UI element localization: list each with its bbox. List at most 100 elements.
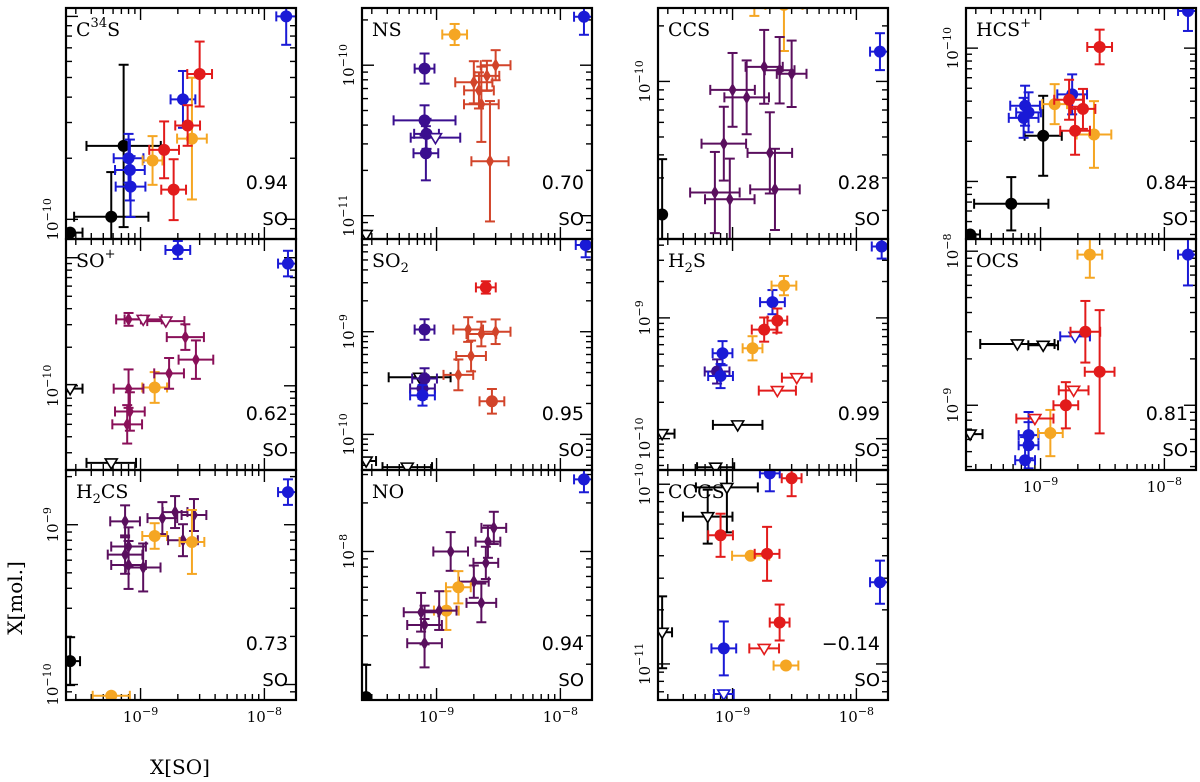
data-point: [66, 226, 84, 239]
x-tick-label: 10−8: [247, 705, 282, 726]
data-point: [1015, 413, 1055, 427]
x-tick-label: 10−9: [1023, 475, 1058, 496]
data-point: [780, 470, 803, 498]
correlation-coefficient: −0.14: [822, 633, 880, 655]
data-point: [712, 689, 735, 700]
data-point: [1086, 28, 1114, 66]
panel-frame: [64, 6, 298, 241]
data-point: [165, 323, 205, 351]
panel-points: [66, 8, 296, 239]
reference-species-label: SO: [262, 670, 288, 691]
y-axis-label: X[mol.]: [3, 561, 27, 635]
data-point: [870, 239, 888, 260]
data-point: [746, 111, 794, 195]
data-point: [1027, 340, 1060, 353]
panel-frame: [656, 468, 890, 702]
y-tick-label: 10−10: [633, 60, 654, 102]
panel-frame: [360, 468, 594, 702]
data-point: [711, 419, 764, 433]
data-point: [441, 22, 469, 47]
data-point: [766, 307, 789, 334]
y-tick-label: 10−10: [337, 413, 358, 455]
y-tick-label: 10−11: [633, 643, 654, 685]
data-point: [111, 404, 144, 445]
data-point: [480, 510, 508, 546]
y-tick-label: 10−10: [41, 198, 62, 240]
data-point: [474, 280, 497, 295]
panel-points: [966, 239, 1196, 470]
panel-no: 10−8 10−9 10−8 NO 0.94 SO: [337, 468, 594, 726]
data-point: [454, 60, 494, 105]
x-tick-label: 10−9: [715, 705, 750, 726]
y-tick-label: 10−9: [41, 507, 62, 542]
panel-hcs: 10−10 HCS+ 0.84 SO: [941, 6, 1198, 241]
panel-ocs: 10−8 10−9 10−9 10−8 OCS 0.81 SO: [941, 234, 1198, 496]
data-point: [1177, 8, 1196, 32]
data-point: [109, 504, 141, 539]
data-point: [479, 318, 512, 346]
data-point: [167, 523, 199, 558]
data-point: [432, 531, 470, 572]
data-point: [112, 368, 145, 409]
data-point: [1007, 96, 1040, 139]
molecule-label: H2CS: [76, 481, 128, 507]
reference-species-label: SO: [854, 440, 880, 461]
data-point: [869, 559, 888, 605]
data-point: [1069, 299, 1102, 364]
data-point: [409, 384, 436, 407]
y-tick-label: 10−10: [633, 417, 654, 459]
data-point: [413, 318, 436, 341]
reference-species-label: SO: [558, 209, 584, 230]
reference-species-label: SO: [558, 440, 584, 461]
data-point: [470, 100, 510, 223]
panel-points: [362, 239, 592, 470]
data-point: [124, 542, 162, 593]
data-point: [966, 228, 982, 239]
x-tick-label: 10−9: [123, 705, 158, 726]
data-point: [463, 65, 500, 143]
data-point: [444, 570, 472, 605]
panel-frame: [360, 237, 594, 472]
data-point: [164, 239, 192, 260]
data-point: [658, 428, 676, 442]
data-point: [465, 582, 498, 624]
panel-points: [66, 239, 296, 470]
data-point: [658, 158, 669, 239]
y-tick-label: 10−9: [337, 314, 358, 349]
data-point: [770, 274, 798, 297]
data-point: [775, 39, 808, 109]
correlation-coefficient: 0.28: [838, 172, 880, 194]
data-point: [123, 314, 163, 327]
y-tick-label: 10−10: [41, 663, 62, 705]
data-point: [1083, 309, 1116, 435]
data-point: [753, 525, 781, 582]
data-point: [73, 171, 150, 239]
molecule-label: SO+: [76, 247, 116, 272]
y-tick-label: 10−11: [337, 195, 358, 237]
data-point: [85, 457, 138, 470]
correlation-coefficient: 0.99: [838, 403, 880, 425]
panel-h2s: 10−9 10−10 H2S 0.99 SO: [633, 237, 890, 472]
data-point: [758, 470, 781, 493]
data-point: [689, 150, 741, 235]
data-point: [757, 385, 797, 399]
molecule-label: CCCS: [668, 481, 725, 503]
panel-frame: [360, 6, 594, 241]
data-point: [780, 372, 813, 386]
data-point: [700, 105, 748, 182]
data-point: [574, 239, 592, 259]
data-point: [1057, 385, 1090, 398]
data-point: [748, 643, 781, 656]
data-point: [707, 512, 734, 558]
data-point: [412, 125, 440, 182]
data-point: [709, 51, 756, 128]
molecule-label: NS: [372, 19, 402, 41]
y-tick-label: 10−9: [941, 388, 962, 423]
y-tick-label: 10−10: [941, 27, 962, 69]
data-point: [1075, 100, 1113, 169]
data-point: [474, 524, 502, 559]
data-point: [478, 387, 506, 415]
molecule-label: NO: [372, 481, 404, 503]
x-tick-label: 10−8: [839, 705, 874, 726]
